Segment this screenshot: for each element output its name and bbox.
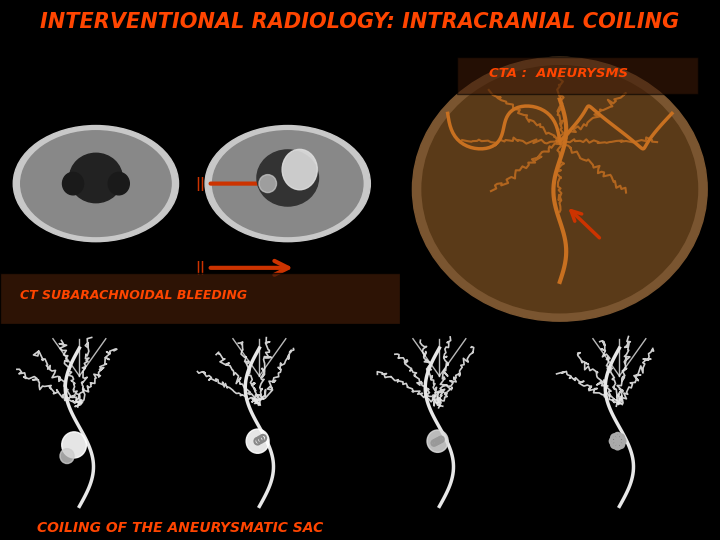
Ellipse shape bbox=[259, 174, 276, 193]
Text: ||: || bbox=[195, 177, 204, 191]
Ellipse shape bbox=[413, 57, 707, 321]
Ellipse shape bbox=[282, 150, 318, 190]
Text: CTA :  ANEURYSMS: CTA : ANEURYSMS bbox=[490, 67, 629, 80]
Circle shape bbox=[427, 430, 448, 453]
Text: INTERVENTIONAL RADIOLOGY: INTRACRANIAL COILING: INTERVENTIONAL RADIOLOGY: INTRACRANIAL C… bbox=[40, 11, 680, 32]
Text: CT SUBARACHNOIDAL BLEEDING: CT SUBARACHNOIDAL BLEEDING bbox=[20, 289, 247, 302]
Circle shape bbox=[246, 429, 269, 453]
Circle shape bbox=[62, 432, 86, 458]
Circle shape bbox=[205, 125, 370, 242]
Circle shape bbox=[21, 131, 171, 237]
Circle shape bbox=[13, 125, 179, 242]
Ellipse shape bbox=[70, 153, 122, 202]
Circle shape bbox=[60, 449, 74, 463]
Ellipse shape bbox=[422, 66, 698, 313]
Text: COILING OF THE ANEURYSMATIC SAC: COILING OF THE ANEURYSMATIC SAC bbox=[37, 521, 323, 535]
FancyBboxPatch shape bbox=[0, 273, 400, 324]
Ellipse shape bbox=[108, 172, 130, 195]
Ellipse shape bbox=[63, 172, 84, 195]
Text: ||: || bbox=[195, 261, 204, 275]
Circle shape bbox=[212, 131, 363, 237]
FancyBboxPatch shape bbox=[457, 57, 698, 94]
Ellipse shape bbox=[257, 150, 318, 206]
